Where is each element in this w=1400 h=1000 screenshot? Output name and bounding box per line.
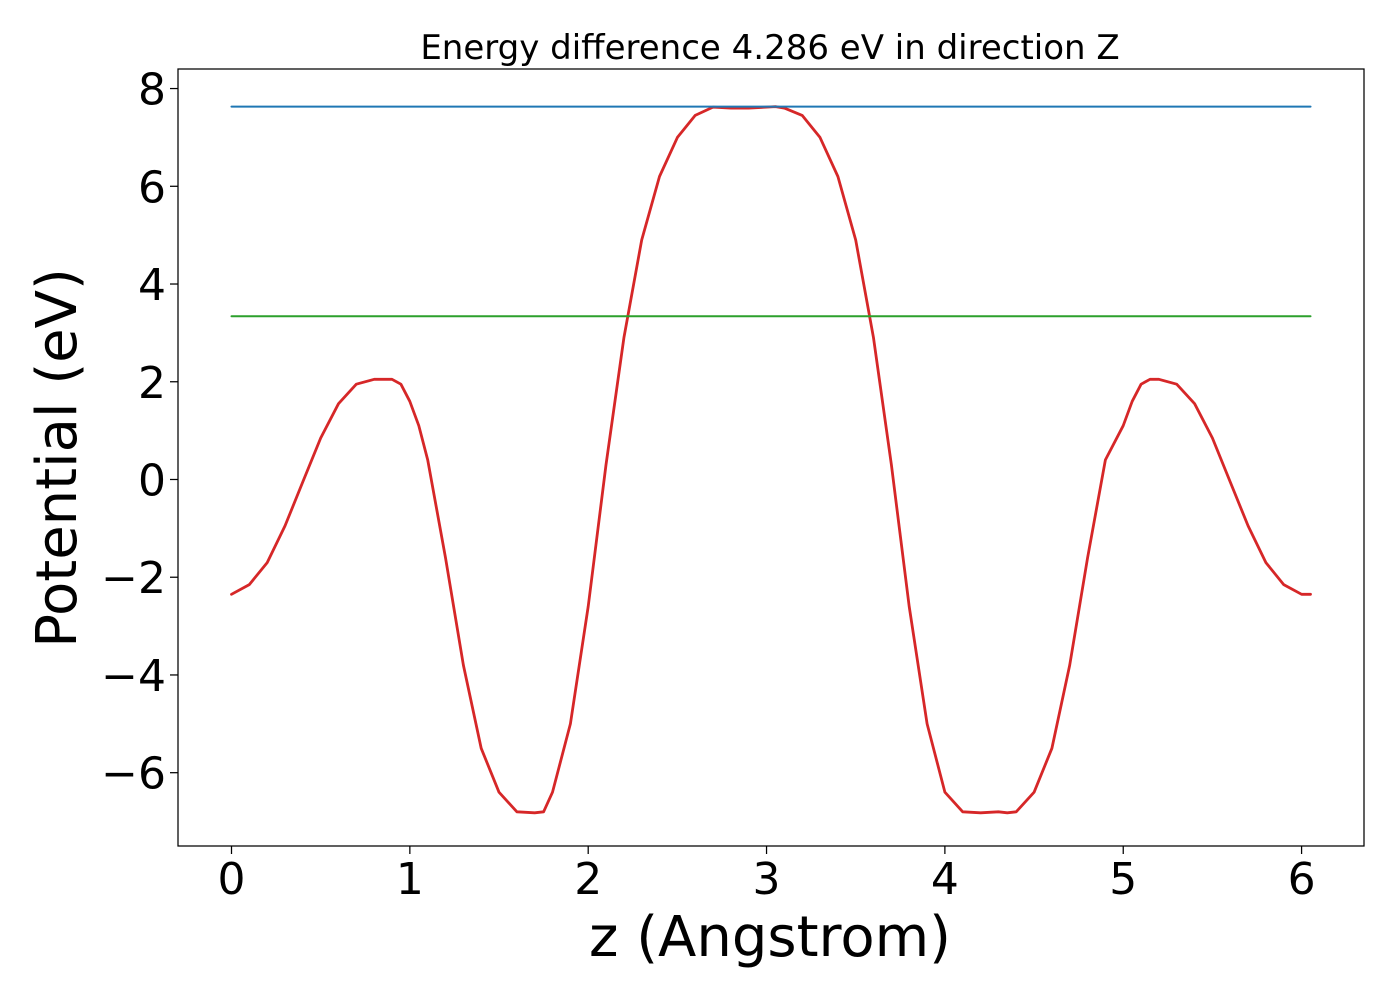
x-tick-label: 3 [753, 854, 781, 905]
x-tick-label: 2 [574, 854, 602, 905]
y-tick-label: 6 [138, 162, 166, 213]
y-axis-label: Potential (eV) [25, 268, 90, 648]
x-axis: 0 1 2 3 4 5 6 [218, 846, 1316, 905]
x-tick-label: 5 [1109, 854, 1137, 905]
x-tick-label: 1 [396, 854, 424, 905]
y-tick-label: 0 [138, 455, 166, 506]
y-tick-label: −6 [101, 749, 166, 800]
x-tick-label: 0 [218, 854, 246, 905]
y-tick-label: −4 [101, 651, 166, 702]
x-tick-label: 6 [1288, 854, 1316, 905]
x-axis-label: z (Angstrom) [589, 905, 951, 970]
y-tick-label: 4 [138, 260, 166, 311]
x-tick-label: 4 [931, 854, 959, 905]
y-tick-label: 2 [138, 358, 166, 409]
plot-frame [177, 68, 1365, 847]
series-layer [230, 105, 1312, 815]
y-axis: −6 −4 −2 0 2 4 6 8 [101, 65, 178, 800]
y-tick-label: 8 [138, 65, 166, 116]
y-tick-label: −2 [101, 553, 166, 604]
chart-title: Energy difference 4.286 eV in direction … [420, 28, 1119, 68]
